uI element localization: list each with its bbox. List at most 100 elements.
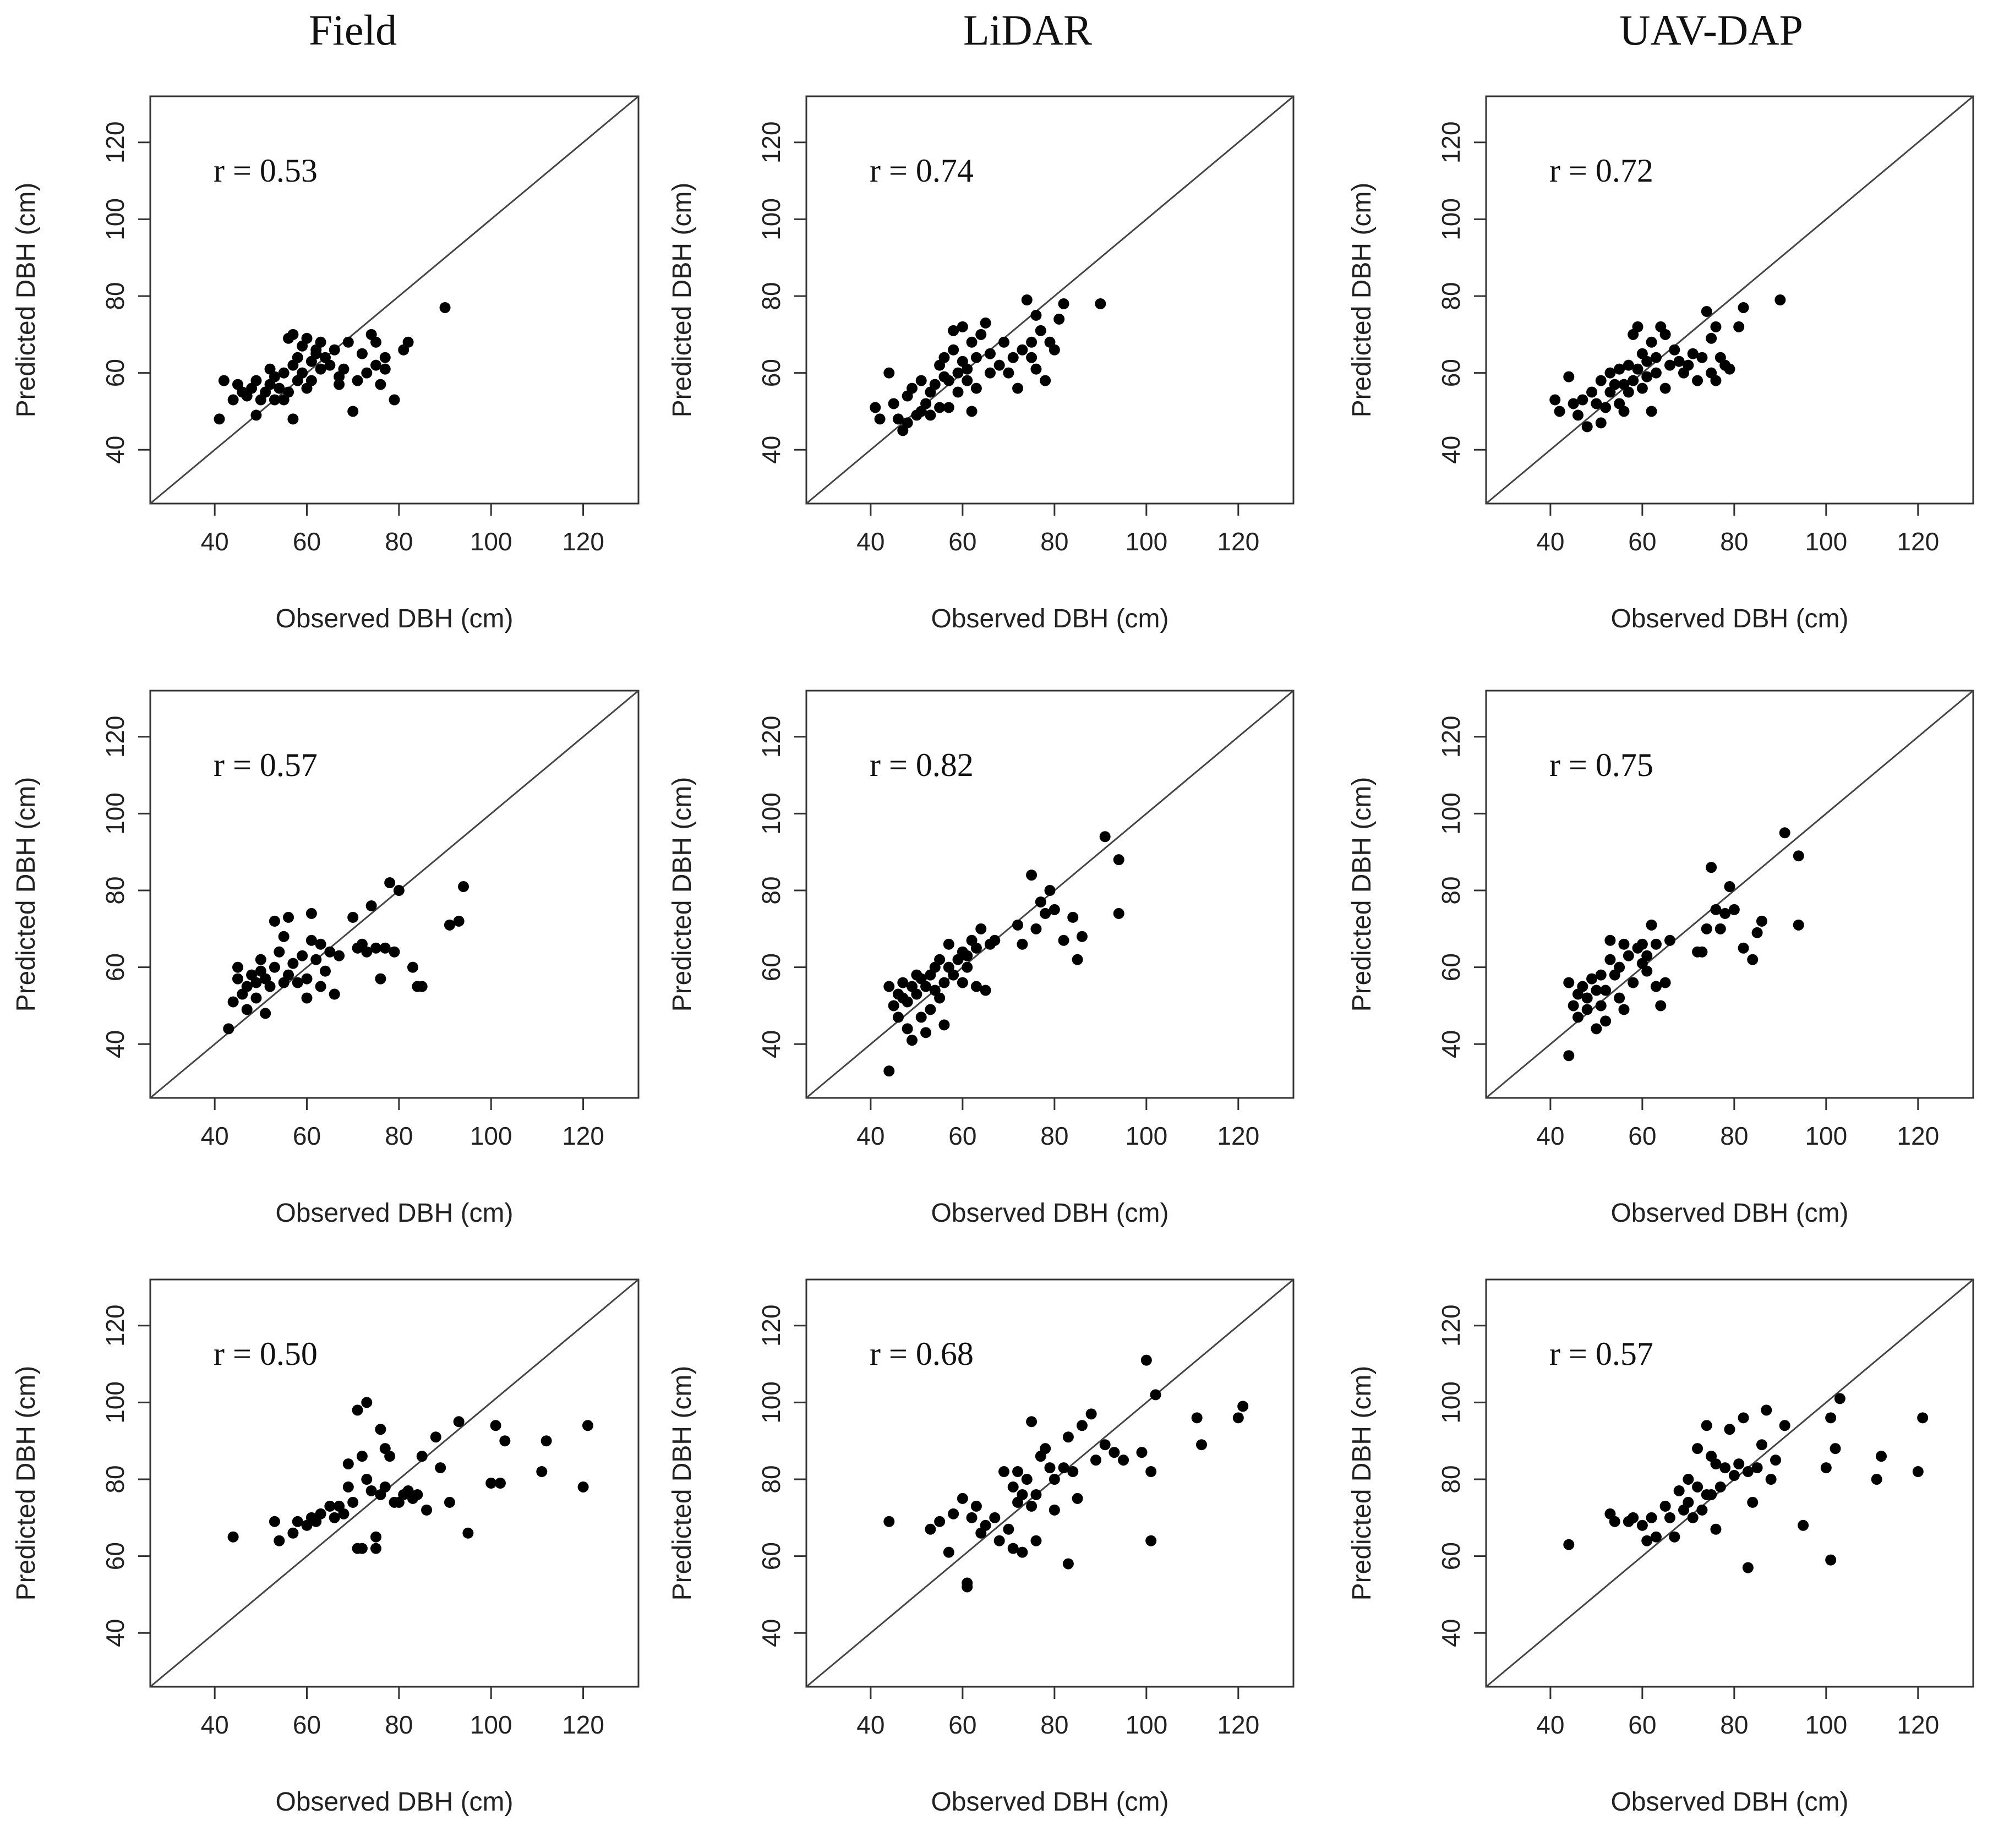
panel-r2-field-data-point xyxy=(269,961,280,973)
panel-r2-uav-dap-data-point xyxy=(1586,973,1598,985)
panel-r3-uav-dap-data-point xyxy=(1761,1404,1772,1416)
panel-r2-lidar-data-point xyxy=(1044,885,1056,896)
panel-r1-uav-dap-data-point xyxy=(1650,352,1662,363)
panel-r3-field-x-tick-label: 120 xyxy=(562,1710,604,1739)
panel-r3-field-data-point xyxy=(384,1451,396,1462)
panel-r3-lidar-data-point xyxy=(1076,1420,1088,1431)
panel-r1-field-data-point xyxy=(375,379,386,390)
panel-r3-lidar-data-point xyxy=(1017,1489,1028,1500)
panel-r1-uav-dap-data-point xyxy=(1591,398,1602,409)
panel-r2-field-x-tick-label: 40 xyxy=(201,1122,229,1150)
panel-r2-uav-dap-data-point xyxy=(1591,1023,1602,1035)
panel-r3-uav-dap-data-point xyxy=(1687,1512,1699,1523)
panel-r3-lidar-data-point xyxy=(1003,1523,1014,1535)
panel-r1-uav-dap-data-point xyxy=(1609,379,1620,390)
panel-r2-uav-dap-data-point xyxy=(1756,915,1767,927)
panel-r1-uav-dap-data-point xyxy=(1618,406,1630,417)
panel-r3-uav-dap-x-tick-label: 40 xyxy=(1536,1710,1564,1739)
panel-r3-lidar-data-point xyxy=(1017,1546,1028,1558)
panel-r3-lidar-data-point xyxy=(989,1512,1001,1523)
panel-r2-field-data-point xyxy=(329,988,340,1000)
panel-r1-lidar-data-point xyxy=(980,317,991,329)
panel-r3-lidar-data-point xyxy=(1030,1535,1042,1546)
panel-r2-uav-dap-data-point xyxy=(1641,965,1653,977)
panel-r1-lidar-data-point xyxy=(952,367,964,379)
panel-r1-lidar-data-point xyxy=(920,398,932,409)
panel-r1-field-data-point xyxy=(334,379,345,390)
panel-r1-lidar-data-point xyxy=(892,413,904,425)
panel-r2-field-x-tick-label: 60 xyxy=(293,1122,321,1150)
panel-r2-field-data-point xyxy=(305,934,317,946)
panel-r2-lidar-data-point xyxy=(1017,938,1028,950)
panel-r1-uav-dap-y-tick-label: 40 xyxy=(1437,436,1465,464)
panel-r1-field-data-point xyxy=(297,367,308,379)
panel-r1-field-data-point xyxy=(315,363,326,375)
panel-r2-uav-dap-data-point xyxy=(1650,981,1662,992)
panel-r3-uav-dap-data-point xyxy=(1696,1504,1708,1516)
panel-r3-field-data-point xyxy=(536,1466,548,1478)
panel-r2-field-data-point xyxy=(260,1008,271,1019)
panel-r2-uav-dap-data-point xyxy=(1664,934,1675,946)
panel-r2-uav-dap-data-point xyxy=(1577,981,1588,992)
panel-r3-lidar-data-point xyxy=(1062,1558,1074,1570)
panel-r1-field-y-tick-label: 60 xyxy=(101,359,129,387)
panel-r1-field-data-point xyxy=(227,394,239,406)
panel-r1-lidar-data-point xyxy=(962,363,973,375)
panel-r1-lidar-data-point xyxy=(1095,298,1106,309)
panel-r3-field-y-tick-label: 60 xyxy=(101,1542,129,1570)
panel-r3-uav-dap-data-point xyxy=(1714,1481,1726,1492)
panel-r2-uav-dap-data-point xyxy=(1696,946,1708,958)
panel-r2-uav-dap-x-tick-label: 40 xyxy=(1536,1122,1564,1150)
panel-r3-uav-dap-x-tick-label: 100 xyxy=(1805,1710,1847,1739)
panel-r1-lidar-data-point xyxy=(970,382,982,394)
panel-r1-lidar-data-point xyxy=(883,367,895,379)
panel-r2-lidar-data-point xyxy=(1113,854,1124,866)
panel-r1-uav-dap-data-point xyxy=(1563,371,1575,382)
panel-r3-uav-dap-data-point xyxy=(1798,1519,1809,1531)
panel-r3-uav-dap-data-point xyxy=(1669,1531,1680,1543)
panel-r2-lidar-y-tick-label: 40 xyxy=(757,1030,785,1058)
panel-r1-field-data-point xyxy=(283,386,294,398)
panel-r2-field-data-point xyxy=(315,938,326,950)
panel-r3-field-data-point xyxy=(416,1451,428,1462)
panel-r3-uav-dap-data-point xyxy=(1751,1462,1763,1474)
panel-r3-field-r-annotation: r = 0.50 xyxy=(214,1336,318,1372)
panel-r1-uav-dap-identity-line xyxy=(1486,95,1974,505)
panel-r3-uav-dap-y-tick-label: 80 xyxy=(1437,1465,1465,1493)
panel-r3-lidar-x-axis-title: Observed DBH (cm) xyxy=(931,1787,1169,1817)
panel-r3-field-data-point xyxy=(490,1420,501,1431)
panel-r2-uav-dap-data-point xyxy=(1595,969,1607,981)
panel-r1-lidar-data-point xyxy=(948,325,959,336)
panel-r1-uav-dap-data-point xyxy=(1568,398,1579,409)
panel-r3-lidar-data-point xyxy=(1136,1447,1148,1458)
panel-r1-uav-dap-data-point xyxy=(1710,321,1722,332)
panel-r1-field-x-tick-label: 100 xyxy=(470,527,512,556)
panel-r3-uav-dap-data-point xyxy=(1706,1489,1717,1500)
panel-r3-lidar-data-point xyxy=(1026,1500,1038,1512)
panel-r3-field-y-tick-label: 40 xyxy=(101,1619,129,1647)
panel-r2-field-data-point xyxy=(444,919,455,931)
panel-r1-lidar-data-point xyxy=(966,406,978,417)
panel-r1-field-data-point xyxy=(214,413,225,425)
panel-r1-field-r-annotation: r = 0.53 xyxy=(214,152,318,189)
panel-r2-uav-dap-data-point xyxy=(1618,1004,1630,1015)
panel-r3-uav-dap-x-axis-title: Observed DBH (cm) xyxy=(1610,1787,1848,1817)
panel-r2-uav-dap-data-point xyxy=(1563,977,1575,988)
panel-r3-field-data-point xyxy=(379,1481,391,1492)
panel-r3-lidar-data-point xyxy=(1058,1462,1069,1474)
panel-r1-field-data-point xyxy=(250,375,262,386)
panel-r1-lidar-data-point xyxy=(1021,294,1033,305)
panel-r3-field-data-point xyxy=(582,1420,593,1431)
panel-r1-lidar-y-tick-label: 120 xyxy=(757,121,785,163)
panel-r2-lidar-data-point xyxy=(883,1065,895,1077)
panel-r1-uav-dap-y-tick-label: 60 xyxy=(1437,359,1465,387)
panel-r3-uav-dap-data-point xyxy=(1742,1562,1754,1573)
panel-r3-field-data-point xyxy=(338,1508,350,1519)
panel-r3-lidar-data-point xyxy=(948,1508,959,1519)
panel-r1-field-x-tick-label: 40 xyxy=(201,527,229,556)
panel-r2-lidar-data-point xyxy=(897,977,909,988)
panel-r2-lidar-data-point xyxy=(975,923,987,934)
panel-r1-uav-dap-y-tick-label: 120 xyxy=(1437,121,1465,163)
panel-r1-field-x-tick-label: 80 xyxy=(385,527,413,556)
panel-r1-field-data-point xyxy=(389,394,400,406)
